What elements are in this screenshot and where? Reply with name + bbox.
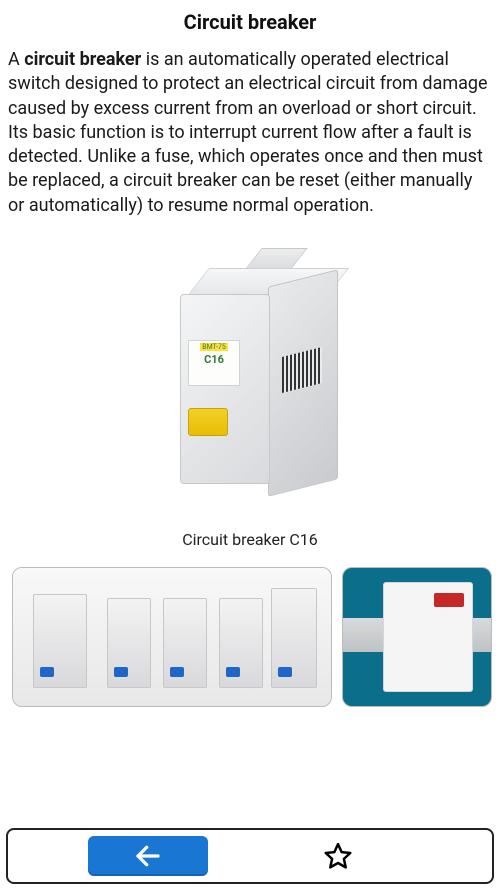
article-content: Circuit breaker A circuit breaker is an … <box>0 0 500 820</box>
breaker-label: BMT-75 C16 <box>188 340 240 386</box>
gallery-item[interactable] <box>12 567 332 707</box>
body-bold-term: circuit breaker <box>24 49 141 70</box>
back-button[interactable] <box>88 836 208 876</box>
figure-caption: Circuit breaker C16 <box>8 530 492 549</box>
breaker-model: C16 <box>192 354 236 366</box>
arrow-left-icon <box>133 841 163 871</box>
bottom-nav-bar <box>6 828 494 884</box>
article-body: A circuit breaker is an automatically op… <box>8 48 492 218</box>
star-outline-icon <box>323 841 353 871</box>
gallery-item[interactable] <box>342 567 492 707</box>
breaker-illustration: BMT-75 C16 <box>100 234 400 514</box>
page-title: Circuit breaker <box>8 10 492 34</box>
favorite-button[interactable] <box>318 836 358 876</box>
image-gallery[interactable] <box>8 567 492 707</box>
breaker-switch <box>188 408 228 436</box>
main-figure: BMT-75 C16 Circuit breaker C16 <box>8 234 492 549</box>
body-prefix: A <box>8 49 24 70</box>
body-rest: is an automatically operated electrical … <box>8 49 488 216</box>
